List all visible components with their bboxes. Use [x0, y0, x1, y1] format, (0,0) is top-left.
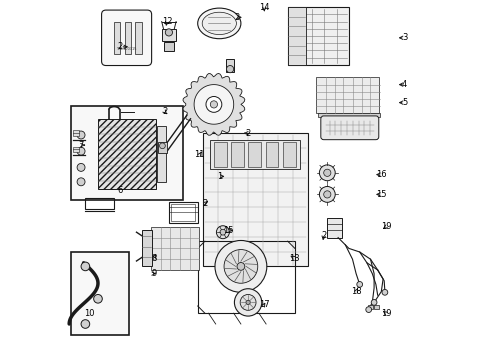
Bar: [287, 7, 305, 65]
Bar: [248, 142, 261, 167]
Text: 2: 2: [321, 231, 325, 240]
Text: 15: 15: [375, 190, 386, 199]
Text: 12: 12: [162, 17, 172, 26]
Text: 2: 2: [118, 42, 122, 51]
Text: 3: 3: [401, 33, 407, 42]
Circle shape: [323, 191, 330, 198]
Text: 5: 5: [401, 98, 407, 107]
Circle shape: [77, 147, 85, 155]
Bar: [171, 204, 195, 221]
Circle shape: [365, 307, 371, 312]
Bar: [71, 252, 128, 335]
Circle shape: [220, 229, 225, 235]
Circle shape: [381, 289, 387, 295]
Bar: [210, 140, 300, 169]
Circle shape: [159, 143, 165, 149]
Bar: [316, 77, 379, 113]
Text: 15: 15: [223, 226, 233, 235]
Text: 16: 16: [375, 170, 386, 179]
Circle shape: [77, 163, 85, 171]
Bar: [73, 147, 79, 152]
Bar: [231, 142, 244, 167]
Circle shape: [81, 320, 89, 328]
Text: 4: 4: [401, 80, 407, 89]
Circle shape: [210, 101, 217, 108]
Text: 8: 8: [151, 254, 156, 263]
Text: 2: 2: [162, 107, 167, 116]
Circle shape: [205, 96, 222, 112]
Circle shape: [216, 226, 229, 239]
Text: 2: 2: [245, 129, 250, 138]
Bar: [71, 106, 182, 200]
Ellipse shape: [202, 12, 236, 35]
Bar: [265, 142, 278, 167]
Bar: [226, 59, 233, 72]
Circle shape: [245, 300, 250, 305]
Bar: [73, 130, 79, 136]
Circle shape: [234, 289, 261, 316]
Bar: [151, 227, 199, 270]
Text: 6: 6: [118, 186, 123, 195]
Circle shape: [215, 240, 266, 292]
Bar: [158, 142, 167, 153]
Bar: [157, 126, 166, 182]
Bar: [326, 218, 342, 238]
Bar: [124, 22, 131, 54]
Text: 13: 13: [289, 254, 300, 263]
Circle shape: [224, 249, 257, 283]
Bar: [98, 119, 155, 189]
Circle shape: [370, 300, 376, 305]
Bar: [135, 22, 142, 54]
Bar: [197, 241, 294, 313]
Circle shape: [94, 294, 102, 303]
FancyBboxPatch shape: [320, 116, 378, 140]
Bar: [367, 305, 372, 309]
Circle shape: [240, 294, 256, 310]
Text: 2: 2: [202, 199, 207, 208]
Bar: [203, 133, 307, 266]
Bar: [373, 305, 378, 309]
Bar: [142, 230, 152, 266]
Circle shape: [226, 66, 233, 73]
Polygon shape: [194, 85, 233, 124]
Circle shape: [77, 178, 85, 186]
Text: 2: 2: [234, 13, 240, 22]
Bar: [162, 29, 176, 41]
Circle shape: [77, 131, 85, 139]
Bar: [168, 202, 197, 223]
Circle shape: [81, 262, 89, 271]
Text: 9: 9: [151, 269, 156, 278]
Circle shape: [356, 282, 362, 287]
Text: 1: 1: [216, 172, 222, 181]
Text: 18: 18: [350, 287, 361, 296]
Bar: [163, 42, 174, 51]
Text: 11: 11: [194, 150, 204, 159]
Text: 10: 10: [83, 309, 94, 318]
Circle shape: [165, 29, 172, 36]
Bar: [213, 142, 226, 167]
Bar: [85, 198, 114, 209]
Text: 14: 14: [259, 3, 269, 12]
Bar: [287, 7, 348, 65]
Circle shape: [323, 169, 330, 176]
Ellipse shape: [197, 8, 241, 39]
Circle shape: [319, 186, 335, 202]
Text: 19: 19: [380, 309, 390, 318]
Bar: [318, 113, 379, 117]
Circle shape: [237, 262, 244, 270]
FancyBboxPatch shape: [102, 10, 151, 66]
Text: TN1300315: TN1300315: [116, 48, 137, 51]
Bar: [283, 142, 295, 167]
Circle shape: [319, 165, 335, 181]
Polygon shape: [183, 73, 244, 135]
Text: 7: 7: [79, 140, 84, 150]
Text: 19: 19: [380, 222, 390, 231]
Text: 17: 17: [259, 300, 269, 309]
Bar: [114, 22, 120, 54]
